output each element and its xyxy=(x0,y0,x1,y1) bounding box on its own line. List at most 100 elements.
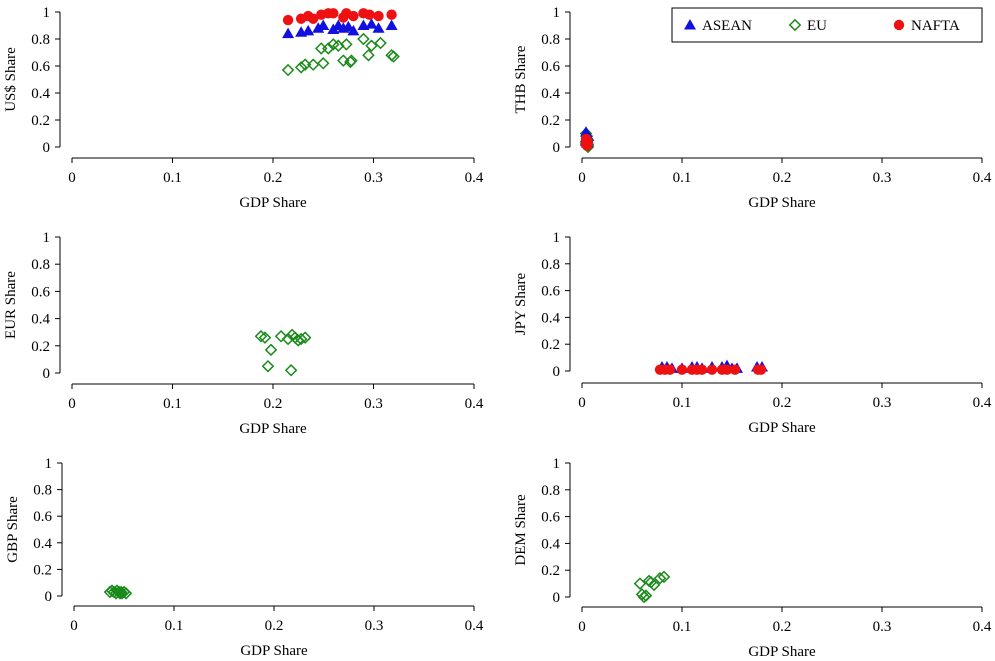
data-point xyxy=(664,364,676,375)
data-point xyxy=(755,364,767,375)
y-tick-label: 0.6 xyxy=(33,509,52,525)
y-tick-label: 1 xyxy=(45,456,53,472)
x-tick-label: 0.3 xyxy=(364,396,383,412)
data-point xyxy=(337,54,350,67)
y-tick-label: 0.4 xyxy=(541,86,560,102)
x-tick-label: 0 xyxy=(578,395,586,411)
data-point xyxy=(282,14,294,26)
data-point xyxy=(340,38,353,51)
x-tick-label: 0.2 xyxy=(773,170,792,186)
y-tick-label: 1 xyxy=(43,5,51,21)
data-point xyxy=(633,577,647,590)
x-axis-title: GDP Share xyxy=(239,421,307,437)
data-point xyxy=(373,10,384,22)
data-point xyxy=(706,364,718,375)
legend-marker xyxy=(788,18,802,32)
x-axis-title: GDP Share xyxy=(748,195,816,211)
x-tick-label: 0.3 xyxy=(364,170,383,186)
y-axis-title: JPY Share xyxy=(513,272,529,335)
x-tick-label: 0 xyxy=(578,170,586,186)
data-point xyxy=(119,587,133,600)
y-axis-title: DEM Share xyxy=(513,494,529,566)
data-point xyxy=(298,58,312,71)
x-axis-title: GDP Share xyxy=(240,643,308,659)
legend-label: ASEAN xyxy=(702,18,752,34)
y-tick-label: 0.6 xyxy=(541,59,560,75)
x-tick-label: 0.3 xyxy=(365,618,384,634)
data-point xyxy=(282,27,295,39)
y-tick-label: 0.2 xyxy=(33,562,52,578)
series-eu xyxy=(254,328,312,377)
data-point xyxy=(258,331,272,344)
y-tick-label: 0.2 xyxy=(31,113,50,129)
x-tick-label: 0.2 xyxy=(264,170,283,186)
x-axis-title: GDP Share xyxy=(748,420,816,436)
data-point xyxy=(639,589,653,602)
data-point xyxy=(365,18,378,29)
y-axis-title: EUR Share xyxy=(3,271,19,339)
x-tick-label: 0.4 xyxy=(465,170,484,186)
data-point xyxy=(365,39,378,53)
data-point xyxy=(274,330,288,343)
legend-entry-nafta: NAFTA xyxy=(893,18,960,34)
data-point xyxy=(294,61,308,74)
series-eu xyxy=(103,584,133,600)
y-tick-label: 0.6 xyxy=(31,284,50,300)
y-tick-label: 0.6 xyxy=(541,510,560,526)
y-tick-label: 0.4 xyxy=(541,310,560,326)
y-tick-label: 1 xyxy=(553,230,561,246)
x-tick-label: 0.1 xyxy=(163,170,182,186)
y-tick-label: 0.2 xyxy=(31,339,50,355)
data-point xyxy=(729,364,741,375)
y-tick-label: 0.4 xyxy=(31,86,50,102)
y-tick-label: 0.2 xyxy=(541,563,560,579)
x-tick-label: 0 xyxy=(70,618,78,634)
data-point xyxy=(581,135,593,146)
series-eu xyxy=(633,570,671,604)
data-point xyxy=(312,22,325,33)
legend-entry-asean: ASEAN xyxy=(684,18,752,34)
data-point xyxy=(696,364,708,375)
series-nafta xyxy=(580,133,594,151)
x-tick-label: 0.1 xyxy=(163,396,182,412)
y-axis-title: US$ Share xyxy=(3,47,19,112)
x-tick-label: 0 xyxy=(68,396,76,412)
y-tick-label: 0.8 xyxy=(541,483,560,499)
data-point xyxy=(322,42,335,55)
chart-panel-1: 0 0.2 0.4 0.6 0.8 1 0 0.1 0.2 0.3 0.4 GDP Share US$ … xyxy=(3,5,484,211)
y-tick-label: 0.2 xyxy=(541,337,560,353)
y-tick-label: 0.6 xyxy=(31,59,50,75)
y-tick-label: 0 xyxy=(553,590,561,606)
legend-box xyxy=(671,7,983,43)
x-tick-label: 0.2 xyxy=(773,619,792,635)
y-tick-label: 0 xyxy=(553,140,561,156)
y-tick-label: 1 xyxy=(43,230,51,246)
x-tick-label: 0.4 xyxy=(465,618,484,634)
legend-marker xyxy=(893,19,905,31)
legend-label: NAFTA xyxy=(911,18,960,34)
y-tick-label: 0 xyxy=(43,140,51,156)
chart-panel-4: 0 0.2 0.4 0.6 0.8 1 0 0.1 0.2 0.3 0.4 GDP Share JPY … xyxy=(513,230,992,436)
data-point xyxy=(308,13,319,24)
data-point xyxy=(385,19,398,30)
panels-group: 0 0.2 0.4 0.6 0.8 1 0 0.1 0.2 0.3 0.4 GDP Share US$ … xyxy=(3,5,992,660)
data-point xyxy=(328,8,339,19)
x-axis-title: GDP Share xyxy=(239,195,307,211)
x-tick-label: 0.1 xyxy=(673,395,692,411)
legend-marker xyxy=(684,19,696,30)
data-point xyxy=(317,19,330,30)
data-point xyxy=(314,42,328,55)
y-tick-label: 0 xyxy=(45,589,53,605)
data-point xyxy=(281,332,295,346)
x-tick-label: 0.2 xyxy=(265,618,284,634)
y-tick-label: 0.8 xyxy=(31,32,50,48)
legend-entry-eu: EU xyxy=(788,18,827,34)
data-point xyxy=(316,57,330,70)
x-tick-label: 0.4 xyxy=(973,170,992,186)
data-point xyxy=(374,36,387,50)
y-axis-title: GBP Share xyxy=(5,496,21,563)
x-tick-label: 0.1 xyxy=(673,619,692,635)
x-tick-label: 0 xyxy=(68,170,76,186)
data-point xyxy=(387,50,400,63)
